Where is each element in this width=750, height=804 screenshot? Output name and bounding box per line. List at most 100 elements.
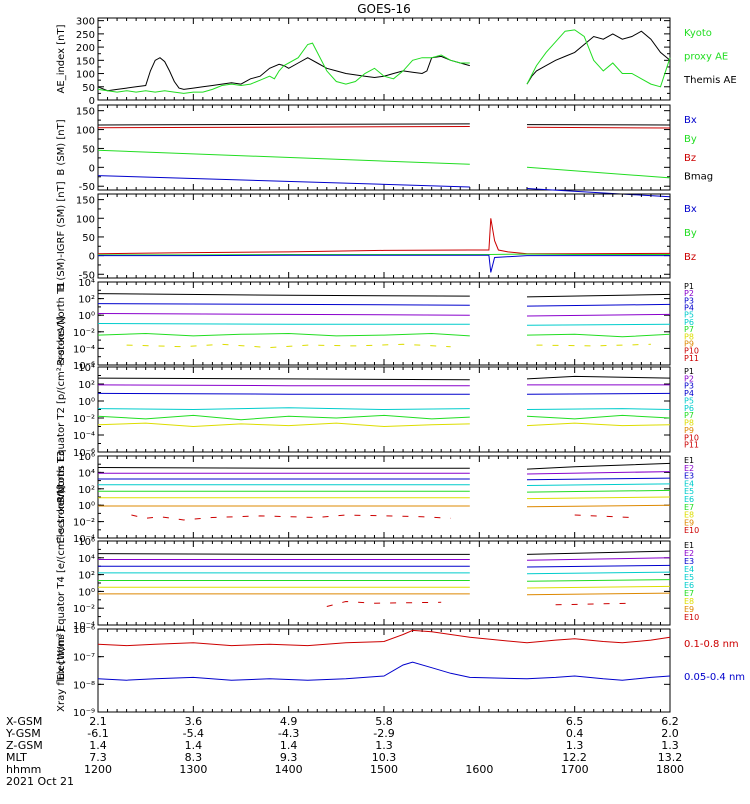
series-line (527, 490, 670, 492)
series-line (527, 572, 670, 574)
series-line (98, 554, 470, 555)
panel-frame (98, 105, 670, 190)
series-protons_t2-2 (98, 393, 670, 394)
y-axis-label: B (SM)-IGRF (SM) [nT] (56, 181, 67, 290)
y-axis-label: AE_index [nT] (56, 24, 67, 93)
series-0-05-0-4-nm (98, 662, 670, 680)
date-label: 2021 Oct 21 (6, 775, 74, 788)
series-protons_t2-5 (98, 423, 670, 426)
series-line (527, 580, 670, 582)
series-protons_t2-4 (98, 415, 670, 419)
y-tick-label: 300 (76, 17, 95, 28)
y-tick-label: 10⁻² (73, 604, 95, 615)
legend-entry: Bmag (684, 172, 713, 183)
legend-entry: E10 (684, 613, 699, 622)
series-line (527, 593, 670, 595)
y-tick-label: 10⁴ (78, 363, 95, 374)
y-tick-label: 10⁻² (73, 518, 95, 529)
series-electrons_t3-0 (98, 463, 670, 469)
series-themis-ae (98, 31, 670, 90)
series-line (98, 127, 470, 128)
y-tick-label: 10² (78, 571, 95, 582)
series-line (98, 56, 470, 90)
series-line (556, 603, 632, 605)
series-line (527, 409, 670, 410)
series-bmag (98, 124, 670, 125)
y-tick-label: 50 (82, 83, 95, 94)
legend-entry: By (684, 134, 697, 145)
series-line (527, 376, 670, 379)
y-tick-label: 50 (82, 144, 95, 155)
series-electrons_t4-0 (98, 551, 670, 554)
series-line (98, 415, 470, 419)
series-line (131, 515, 450, 520)
y-tick-label: 10⁻⁴ (73, 344, 95, 355)
y-tick-label: -50 (79, 182, 95, 193)
series-line (98, 255, 670, 272)
series-line (527, 551, 670, 554)
series-line (98, 304, 470, 306)
y-tick-label: 10⁰ (78, 311, 95, 322)
series-bx (98, 255, 670, 272)
series-line (527, 304, 670, 306)
y-tick-label: 100 (76, 70, 95, 81)
series-line (98, 393, 470, 394)
series-line (98, 378, 470, 380)
series-electrons_t4-2 (98, 565, 670, 567)
series-electrons_t3-5 (98, 497, 670, 499)
y-axis-label: Xray flux [W/m²] (56, 629, 67, 712)
y-tick-label: 250 (76, 30, 95, 41)
series-line (98, 423, 470, 426)
y-tick-label: 10⁰ (78, 587, 95, 598)
series-kyoto-proxy-ae (98, 30, 670, 94)
series-line (98, 334, 470, 336)
panel-frame (98, 18, 670, 100)
series-electrons_t3-2 (98, 478, 670, 480)
y-axis-label: B (SM) [nT] (56, 119, 67, 175)
series-line (98, 324, 470, 325)
y-tick-label: 10² (78, 295, 95, 306)
legend-entry: By (684, 228, 697, 239)
series-line (527, 167, 670, 178)
y-tick-label: 0 (89, 252, 95, 263)
legend-entry: proxy AE (684, 51, 728, 62)
panel-frame (98, 194, 670, 278)
series-electrons_t3-4 (98, 490, 670, 492)
series-electrons_t4-6 (98, 593, 670, 595)
series-line (527, 294, 670, 297)
series-protons_t1-2 (98, 314, 670, 317)
series-protons_t1-5 (127, 344, 651, 347)
y-tick-label: 10² (78, 380, 95, 391)
series-line (98, 124, 470, 125)
y-tick-label: 10⁻⁷ (73, 653, 95, 664)
y-tick-label: 100 (76, 126, 95, 137)
chart-title: GOES-16 (357, 2, 411, 16)
y-tick-label: 10⁻⁶ (73, 625, 95, 636)
series-line (98, 150, 470, 164)
series-line (327, 602, 441, 607)
legend-entry: Bx (684, 115, 697, 126)
series-line (527, 127, 670, 128)
series-line (527, 30, 670, 87)
row-value: 1800 (656, 763, 684, 776)
series-electrons_t4-4 (98, 580, 670, 582)
series-line (98, 662, 670, 680)
series-protons_t2-3 (98, 408, 670, 410)
y-tick-label: 10⁶ (78, 537, 95, 548)
y-tick-label: 0 (89, 96, 95, 107)
series-line (98, 218, 670, 253)
legend-entry: Themis AE (683, 75, 737, 86)
series-line (527, 324, 670, 325)
y-tick-label: 150 (76, 107, 95, 118)
series-line (527, 497, 670, 499)
legend-entry: P11 (684, 354, 699, 363)
series-electrons_t3-6 (98, 505, 670, 507)
series-line (527, 484, 670, 486)
